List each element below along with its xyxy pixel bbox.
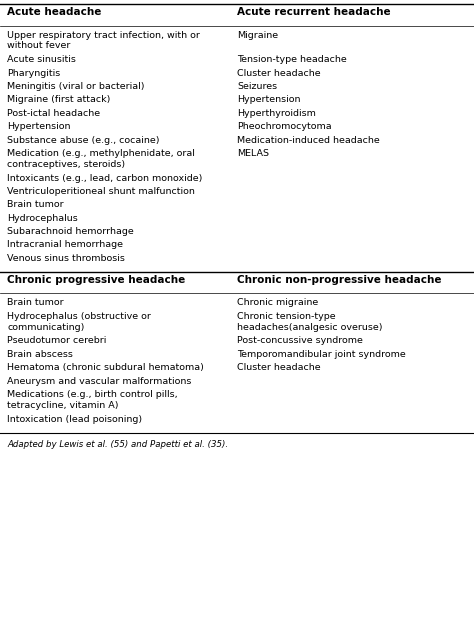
- Text: Aneurysm and vascular malformations: Aneurysm and vascular malformations: [7, 376, 191, 386]
- Text: Upper respiratory tract infection, with or
without fever: Upper respiratory tract infection, with …: [7, 31, 200, 50]
- Text: Brain abscess: Brain abscess: [7, 350, 73, 359]
- Text: MELAS: MELAS: [237, 149, 269, 158]
- Text: Medications (e.g., birth control pills,
tetracycline, vitamin A): Medications (e.g., birth control pills, …: [7, 390, 178, 410]
- Text: Pheochromocytoma: Pheochromocytoma: [237, 122, 332, 131]
- Text: Hypertension: Hypertension: [7, 122, 71, 131]
- Text: Acute sinusitis: Acute sinusitis: [7, 55, 76, 64]
- Text: Ventriculoperitioneal shunt malfunction: Ventriculoperitioneal shunt malfunction: [7, 187, 195, 196]
- Text: Seizures: Seizures: [237, 82, 277, 91]
- Text: Chronic progressive headache: Chronic progressive headache: [7, 275, 185, 285]
- Text: Intoxicants (e.g., lead, carbon monoxide): Intoxicants (e.g., lead, carbon monoxide…: [7, 173, 202, 183]
- Text: Brain tumor: Brain tumor: [7, 298, 64, 307]
- Text: Tension-type headache: Tension-type headache: [237, 55, 347, 64]
- Text: Cluster headache: Cluster headache: [237, 363, 320, 372]
- Text: Migraine (first attack): Migraine (first attack): [7, 95, 110, 104]
- Text: Acute headache: Acute headache: [7, 7, 101, 17]
- Text: Meningitis (viral or bacterial): Meningitis (viral or bacterial): [7, 82, 145, 91]
- Text: Adapted by Lewis et al. (55) and Papetti et al. (35).: Adapted by Lewis et al. (55) and Papetti…: [7, 440, 228, 449]
- Text: Chronic migraine: Chronic migraine: [237, 298, 318, 307]
- Text: Chronic non-progressive headache: Chronic non-progressive headache: [237, 275, 441, 285]
- Text: Medication (e.g., methylphenidate, oral
contraceptives, steroids): Medication (e.g., methylphenidate, oral …: [7, 149, 195, 169]
- Text: Substance abuse (e.g., cocaine): Substance abuse (e.g., cocaine): [7, 135, 160, 145]
- Text: Hydrocephalus: Hydrocephalus: [7, 214, 78, 222]
- Text: Hematoma (chronic subdural hematoma): Hematoma (chronic subdural hematoma): [7, 363, 204, 372]
- Text: Pseudotumor cerebri: Pseudotumor cerebri: [7, 336, 107, 345]
- Text: Acute recurrent headache: Acute recurrent headache: [237, 7, 391, 17]
- Text: Chronic tension-type
headaches(analgesic overuse): Chronic tension-type headaches(analgesic…: [237, 312, 383, 331]
- Text: Intracranial hemorrhage: Intracranial hemorrhage: [7, 240, 123, 249]
- Text: Post-concussive syndrome: Post-concussive syndrome: [237, 336, 363, 345]
- Text: Medication-induced headache: Medication-induced headache: [237, 135, 380, 145]
- Text: Pharyngitis: Pharyngitis: [7, 69, 60, 77]
- Text: Subarachnoid hemorrhage: Subarachnoid hemorrhage: [7, 227, 134, 236]
- Text: Temporomandibular joint syndrome: Temporomandibular joint syndrome: [237, 350, 406, 359]
- Text: Brain tumor: Brain tumor: [7, 200, 64, 209]
- Text: Venous sinus thrombosis: Venous sinus thrombosis: [7, 254, 125, 263]
- Text: Migraine: Migraine: [237, 31, 278, 39]
- Text: Intoxication (lead poisoning): Intoxication (lead poisoning): [7, 414, 142, 424]
- Text: Hypertension: Hypertension: [237, 95, 301, 104]
- Text: Post-ictal headache: Post-ictal headache: [7, 108, 100, 118]
- Text: Hydrocephalus (obstructive or
communicating): Hydrocephalus (obstructive or communicat…: [7, 312, 151, 331]
- Text: Hyperthyroidism: Hyperthyroidism: [237, 108, 316, 118]
- Text: Cluster headache: Cluster headache: [237, 69, 320, 77]
